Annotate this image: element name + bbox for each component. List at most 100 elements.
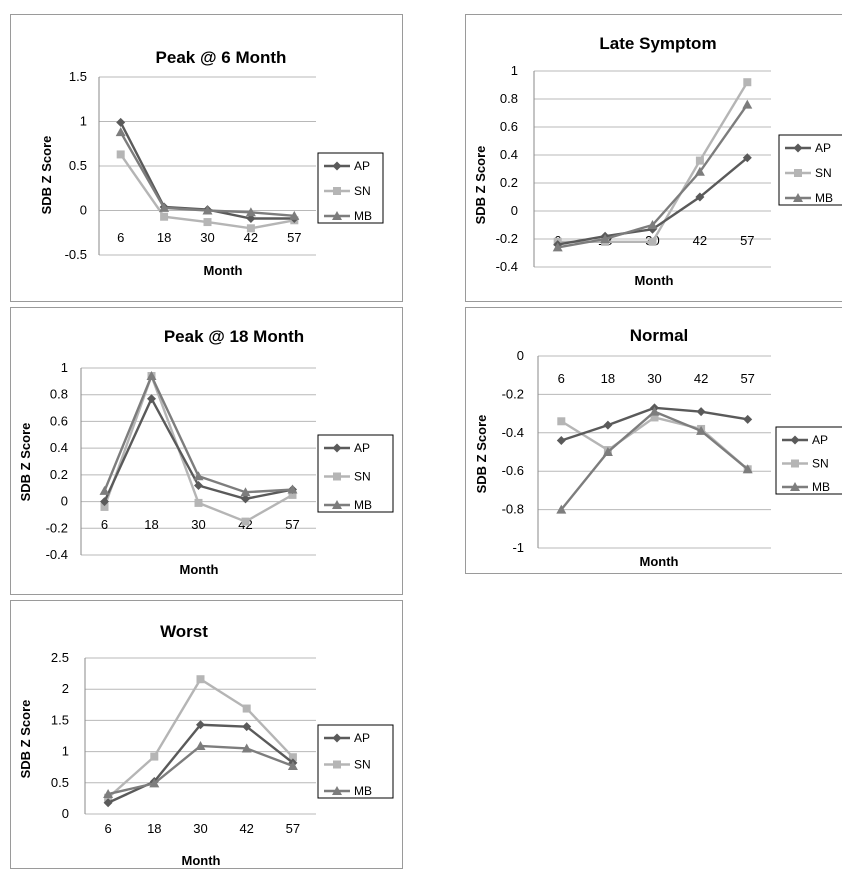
data-point [556, 504, 567, 514]
x-tick-label: 57 [285, 517, 299, 532]
y-tick-label: 1 [80, 114, 87, 129]
data-point [742, 153, 752, 163]
chart-normal-plot: Normal Month SDB Z Score 0 -0.2 -0.4 -0.6 -0… [474, 326, 842, 569]
chart-title: Normal [630, 326, 689, 345]
y-tick-label: 0.2 [500, 175, 518, 190]
legend: AP SN MB [778, 134, 842, 206]
legend-item-sn: SN [785, 166, 832, 180]
data-point [147, 394, 156, 404]
series-line-ap [119, 121, 295, 220]
legend-marker [794, 169, 802, 177]
legend-marker [793, 143, 803, 153]
chart-worst-plot: Worst Month SDB Z Score 2.5 2 1.5 1 0.5 0 6 18 3… [18, 622, 394, 868]
legend-label: AP [354, 731, 370, 745]
data-point [196, 675, 205, 684]
chart-title: Peak @ 6 Month [156, 48, 287, 67]
x-tick-label: 6 [104, 821, 111, 836]
y-tick-label: -0.4 [502, 425, 524, 440]
chart-normal: Normal Month SDB Z Score 0 -0.2 -0.4 -0.6 -0… [465, 307, 842, 574]
legend-box [778, 134, 842, 206]
legend-marker [333, 760, 341, 769]
chart-worst: Worst Month SDB Z Score 2.5 2 1.5 1 0.5 0 6 18 3… [10, 600, 403, 869]
y-tick-label: 1 [511, 63, 518, 78]
y-tick-label: -0.4 [496, 259, 518, 274]
series-sn [116, 150, 299, 233]
data-point [650, 413, 659, 422]
data-point [116, 117, 126, 127]
data-point [159, 202, 170, 212]
data-point [647, 220, 658, 229]
legend-item-ap: AP [324, 441, 370, 455]
series-mb [552, 99, 753, 252]
y-tick-label: 0.5 [51, 775, 69, 790]
y-tick-label: 0.6 [50, 413, 68, 428]
data-point [742, 99, 753, 109]
data-point [99, 485, 110, 495]
y-axis-label: SDB Z Score [473, 146, 488, 225]
data-point [245, 207, 256, 217]
data-point [552, 242, 563, 252]
series-mb [115, 127, 300, 220]
data-point [557, 417, 566, 426]
y-tick-label: -0.5 [65, 247, 87, 262]
chart-title: Peak @ 18 Month [164, 327, 304, 346]
data-point [602, 447, 613, 456]
data-point [194, 481, 203, 491]
legend-marker [332, 500, 342, 509]
series-sn [557, 413, 752, 474]
legend-label: SN [815, 166, 832, 180]
x-tick-label: 30 [191, 517, 205, 532]
x-axis-label: Month [182, 853, 221, 868]
x-axis-label: Month [180, 562, 219, 577]
y-tick-label: 0.5 [69, 158, 87, 173]
data-point [150, 752, 159, 761]
y-tick-label: 0 [517, 348, 524, 363]
legend-item-mb: MB [324, 498, 372, 512]
chart-peak-6-month: Peak @ 6 Month Month SDB Z Score 1.5 1 0.5… [10, 14, 403, 302]
x-tick-label: 57 [740, 233, 754, 248]
data-point [246, 224, 255, 233]
legend-item-ap: AP [782, 433, 828, 447]
x-tick-label: 18 [157, 230, 171, 245]
legend-label: MB [354, 784, 372, 798]
data-point [288, 753, 297, 762]
data-point [694, 166, 705, 176]
y-tick-label: 1 [61, 360, 68, 375]
y-tick-label: 0 [61, 494, 68, 509]
data-point [241, 494, 250, 504]
legend-marker [333, 472, 341, 481]
series-ap [100, 394, 297, 507]
legend-item-mb: MB [785, 191, 833, 205]
legend-marker [332, 733, 342, 743]
data-point [289, 210, 300, 220]
y-tick-label: -0.2 [496, 231, 518, 246]
data-point [696, 407, 706, 417]
series-line-sn [107, 677, 294, 799]
x-tick-label: 30 [193, 821, 207, 836]
x-tick-label: 30 [200, 230, 214, 245]
y-axis-label: SDB Z Score [18, 423, 33, 502]
y-tick-label: 0.4 [500, 147, 518, 162]
x-tick-label: 6 [558, 371, 565, 386]
y-tick-label: -0.4 [46, 547, 68, 562]
legend-box [775, 426, 842, 495]
legend-marker [332, 786, 342, 795]
data-point [603, 420, 613, 430]
legend-item-sn: SN [324, 184, 371, 198]
y-tick-label: 0 [62, 806, 69, 821]
data-point [649, 406, 660, 416]
data-point [288, 490, 297, 499]
data-point [100, 502, 109, 511]
legend-label: MB [812, 480, 830, 494]
legend-item-mb: MB [782, 480, 830, 494]
series-line-mb [560, 410, 749, 511]
legend-label: MB [354, 498, 372, 512]
data-point [695, 156, 704, 165]
y-tick-label: 2 [62, 681, 69, 696]
legend: AP SN MB [317, 434, 394, 513]
legend-label: SN [354, 184, 371, 198]
legend-marker [332, 211, 342, 220]
gridlines [99, 76, 316, 256]
chart-peak-18-month-plot: Peak @ 18 Month Month SDB Z Score 1 0.8 0.… [18, 327, 394, 577]
y-tick-label: 0.8 [500, 91, 518, 106]
